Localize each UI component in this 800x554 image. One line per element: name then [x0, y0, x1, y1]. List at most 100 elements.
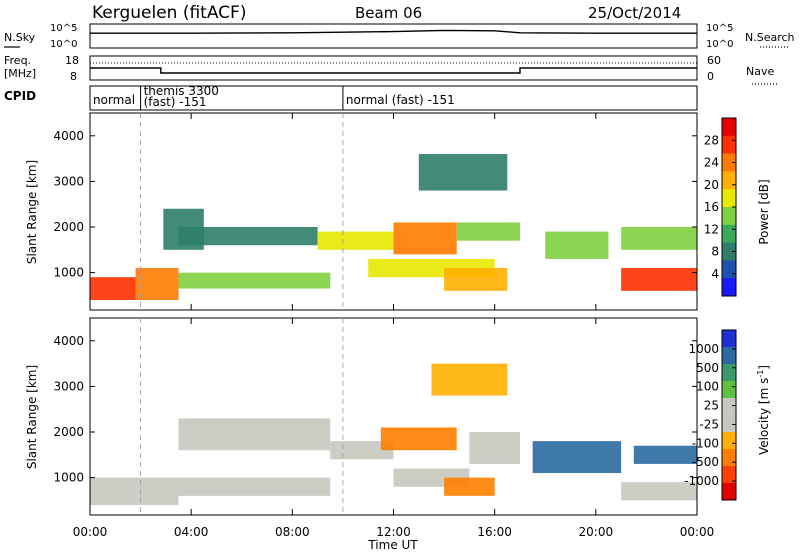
- colorbar-tick-label: -1000: [684, 474, 719, 488]
- nsky-label: N.Sky: [4, 31, 36, 44]
- colorbar-segment: [722, 135, 736, 155]
- x-tick-label: 16:00: [477, 525, 512, 539]
- velocity-cell: [330, 441, 394, 460]
- velocity-cell: [444, 477, 495, 496]
- freq-unit-label: [MHz]: [4, 67, 36, 80]
- colorbar-segment: [722, 347, 736, 365]
- colorbar-tick-label: -25: [699, 417, 719, 431]
- velocity-colorbar-label-main: Velocity [m s: [757, 378, 771, 455]
- y-tick-label: 3000: [53, 174, 84, 188]
- noise-right-tick-top: 10^5: [706, 23, 733, 34]
- colorbar-tick-label: 1000: [688, 342, 719, 356]
- colorbar-segment: [722, 398, 736, 416]
- colorbar-tick-label: 20: [704, 178, 719, 192]
- nsky-series-line: [90, 29, 697, 34]
- velocity-cell: [90, 477, 179, 505]
- cpid-segment-label: themis 3300: [144, 84, 219, 98]
- power-cell: [418, 154, 508, 191]
- cpid-panel: [89, 85, 698, 111]
- velocity-colorbar-label: Velocity [m s-1]: [756, 365, 771, 455]
- velocity-cell: [178, 477, 331, 496]
- colorbar-tick-label: -500: [692, 455, 719, 469]
- colorbar-segment: [722, 153, 736, 172]
- velocity-colorbar: 1000 500 100 25 -25 -100 -500 -1000: [684, 329, 737, 501]
- y-tick-label: 1000: [53, 266, 84, 280]
- power-cell: [444, 268, 508, 291]
- velocity-cell: [469, 432, 520, 464]
- station-title: Kerguelen (fitACF): [92, 3, 246, 23]
- colorbar-segment: [722, 381, 736, 399]
- power-cell: [621, 227, 697, 250]
- velocity-colorbar-label-end: ]: [757, 365, 771, 370]
- colorbar-tick-label: 24: [704, 156, 719, 170]
- power-cell: [621, 268, 697, 291]
- cpid-boundary-lines: [140, 113, 344, 515]
- x-axis-label: Time UT: [367, 538, 418, 552]
- colorbar-segment: [722, 330, 736, 348]
- power-cell: [456, 222, 520, 241]
- x-tick-label: 04:00: [174, 525, 209, 539]
- y-tick-label: 4000: [53, 129, 84, 143]
- colorbar-tick-label: -100: [692, 436, 719, 450]
- y-tick-label: 2000: [53, 220, 84, 234]
- cpid-segment-label: normal: [93, 93, 135, 107]
- cpid-segments: normal themis 3300(fast) -151 normal (fast…: [93, 84, 455, 110]
- velocity-cell: [431, 363, 508, 396]
- colorbar-segment: [722, 260, 736, 279]
- velocity-cell: [633, 445, 697, 464]
- velocity-cell: [621, 482, 697, 501]
- colorbar-segment: [722, 171, 736, 190]
- colorbar-segment: [722, 415, 736, 433]
- beam-title: Beam 06: [355, 4, 422, 22]
- power-colorbar: 28 24 20 16 12 8 4: [704, 117, 737, 297]
- x-tick-label: 12:00: [376, 525, 411, 539]
- freq-series-line: [90, 67, 697, 74]
- freq-right-tick-top: 60: [707, 54, 721, 67]
- x-tick-label: 20:00: [579, 525, 614, 539]
- power-cell: [545, 231, 609, 259]
- power-data-cells: [90, 154, 697, 300]
- x-tick-label: 00:00: [680, 525, 715, 539]
- y-tick-label: 3000: [53, 379, 84, 393]
- velocity-cell: [532, 441, 622, 474]
- colorbar-tick-label: 12: [704, 222, 719, 236]
- colorbar-segment: [722, 483, 736, 501]
- colorbar-tick-label: 28: [704, 133, 719, 147]
- power-cell: [135, 268, 179, 300]
- colorbar-segment: [722, 207, 736, 226]
- colorbar-segment: [722, 364, 736, 382]
- power-cell: [393, 222, 457, 255]
- colorbar-segment: [722, 224, 736, 244]
- colorbar-segment: [722, 118, 736, 137]
- cpid-segment-label-line2: (fast) -151: [144, 95, 207, 109]
- noise-left-tick-bottom: 10^0: [50, 39, 77, 50]
- colorbar-segment: [722, 242, 736, 261]
- x-axis-ticks: 00:00 04:00 08:00 12:00 16:00 20:00 00:00: [73, 113, 715, 539]
- colorbar-segment: [722, 189, 736, 208]
- colorbar-segment: [722, 449, 736, 467]
- velocity-data-cells: [90, 363, 697, 505]
- colorbar-tick-label: 25: [704, 399, 719, 413]
- nave-label: Nave: [746, 65, 774, 78]
- velocity-ylabel: Slant Range [km]: [25, 365, 39, 469]
- power-yticks: 4000 3000 2000 1000: [53, 129, 697, 280]
- colorbar-tick-label: 100: [696, 380, 719, 394]
- freq-left-tick-top: 18: [65, 54, 79, 67]
- freq-label: Freq.: [4, 54, 31, 67]
- power-colorbar-label: Power [dB]: [757, 179, 771, 244]
- power-ylabel: Slant Range [km]: [25, 160, 39, 264]
- colorbar-tick-label: 16: [704, 200, 719, 214]
- x-tick-label: 00:00: [73, 525, 108, 539]
- velocity-yticks: 4000 3000 2000 1000: [53, 334, 697, 485]
- y-tick-label: 2000: [53, 425, 84, 439]
- velocity-colorbar-label-sup: -1: [756, 370, 765, 378]
- colorbar-segment: [722, 466, 736, 484]
- noise-right-tick-bottom: 10^0: [706, 39, 733, 50]
- colorbar-tick-label: 500: [696, 361, 719, 375]
- colorbar-frame: [721, 329, 737, 501]
- nsearch-label: N.Search: [745, 31, 795, 44]
- power-cell: [178, 272, 331, 289]
- colorbar-segment: [722, 432, 736, 450]
- freq-left-tick-bottom: 8: [70, 70, 77, 83]
